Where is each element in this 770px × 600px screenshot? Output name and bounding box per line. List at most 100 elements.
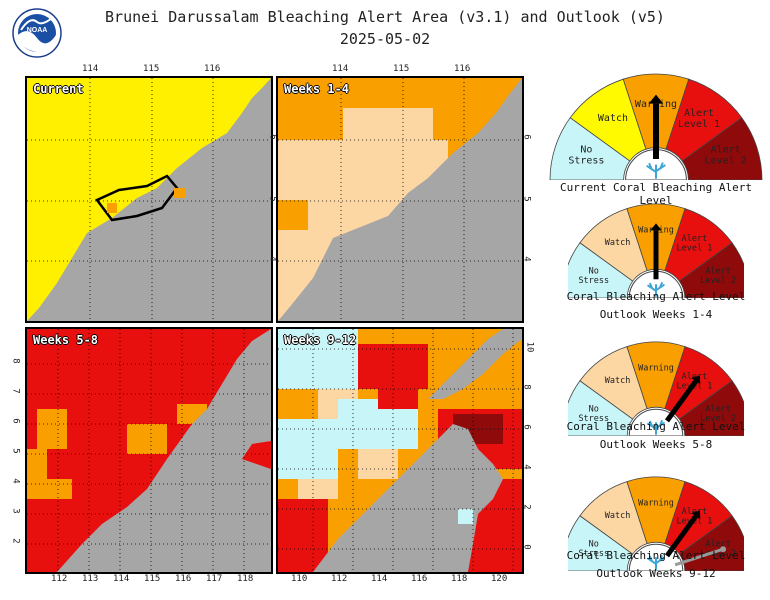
gauge-label-watch: Watch xyxy=(598,113,628,124)
lon-tick: 113 xyxy=(82,574,99,584)
gauge-label-watch: Watch xyxy=(605,238,631,248)
lon-tick: 116 xyxy=(204,64,221,74)
lat-tick: 2 xyxy=(10,538,21,544)
map-panel-weeks-5-8: Weeks 5-8 xyxy=(25,327,273,574)
lat-tick: 6 xyxy=(10,418,21,424)
lat-tick: 0 xyxy=(521,544,532,550)
gauge-label-alert2: Alert Level 2 xyxy=(705,144,747,166)
gauge-sector-alert1 xyxy=(664,208,733,282)
coral-icon xyxy=(647,420,665,435)
grid-lines xyxy=(27,329,271,572)
gauge-sector-watch xyxy=(579,481,648,555)
gauge-caption: Outlook Weeks 5-8 xyxy=(599,438,713,451)
lat-tick: 5 xyxy=(10,448,21,454)
lon-tick: 114 xyxy=(371,574,388,584)
coral-icon xyxy=(647,555,665,570)
warning-patch xyxy=(107,203,117,213)
lat-tick: 8 xyxy=(10,358,21,364)
grid-lines xyxy=(27,78,271,321)
gauge-sector-no-stress xyxy=(568,515,634,571)
lat-tick: 6 xyxy=(521,424,532,430)
land-borneo xyxy=(278,78,522,321)
land-philippines xyxy=(428,329,522,399)
map-panel-current: Current xyxy=(25,76,273,323)
land-borneo xyxy=(27,78,271,321)
gauge-label-no-stress: No Stress xyxy=(568,144,604,166)
lon-tick: 112 xyxy=(51,574,68,584)
gauge-sector-alert2 xyxy=(678,242,744,298)
gauge-sector-no-stress xyxy=(549,117,631,180)
warning-patch xyxy=(174,188,186,198)
lon-tick: 118 xyxy=(451,574,468,584)
lon-tick: 114 xyxy=(332,64,349,74)
lat-tick: 10 xyxy=(524,341,535,353)
map-title: Brunei Darussalam Bleaching Alert Area (… xyxy=(105,8,665,26)
noaa-logo-text: NOAA xyxy=(27,27,48,34)
gauge-caption: Coral Bleaching Alert Level xyxy=(566,290,746,303)
gauge-caption: Coral Bleaching Alert Level xyxy=(566,549,746,562)
gauge-sector-warning xyxy=(626,341,686,410)
map-weeks-5-8-svg xyxy=(27,329,271,572)
lat-tick: 5 xyxy=(521,196,532,202)
lat-tick: 6 xyxy=(521,134,532,140)
noaa-logo-icon: NOAA xyxy=(12,8,62,58)
gauge-sector-alert2 xyxy=(681,117,763,180)
gauge-sector-alert1 xyxy=(665,78,743,162)
lat-tick: 4 xyxy=(521,256,532,262)
gauge-label-warning: Warning xyxy=(638,364,674,374)
gauge-label-alert2: Alert Level 2 xyxy=(700,540,736,560)
gauge-sector-alert2 xyxy=(678,380,744,436)
gauge-pointer-head xyxy=(691,375,701,385)
alert-gauge: NoStressWatchWarningAlertLevel 1AlertLev… xyxy=(568,476,744,571)
map-panel-weeks-1-4: Weeks 1-4 xyxy=(276,76,524,323)
lon-tick: 115 xyxy=(144,574,161,584)
lon-tick: 112 xyxy=(331,574,348,584)
lon-tick: 118 xyxy=(237,574,254,584)
gauge-caption: Coral Bleaching Alert Level xyxy=(566,420,746,433)
map-panel-weeks-9-12: Weeks 9-12 xyxy=(276,327,524,574)
gauge-sector-watch xyxy=(579,346,648,420)
map-date: 2025-05-02 xyxy=(339,30,431,48)
panel-label: Weeks 1-4 xyxy=(284,82,350,96)
coral-icon xyxy=(647,282,665,297)
lon-tick: 114 xyxy=(113,574,130,584)
gauge-label-alert2: Alert Level 2 xyxy=(700,405,736,425)
alert-gauge: NoStressWatchWarningAlertLevel 1AlertLev… xyxy=(568,341,744,436)
gauge-secondary-pointer-tip xyxy=(720,546,727,553)
gauge-label-watch: Watch xyxy=(605,511,631,521)
gauge-sector-watch xyxy=(579,208,648,282)
grid-lines xyxy=(278,329,522,572)
lat-tick: 8 xyxy=(521,384,532,390)
lon-tick: 117 xyxy=(206,574,223,584)
map-current-svg xyxy=(27,78,271,321)
lat-tick: 3 xyxy=(10,508,21,514)
gauge-label-no-stress: No Stress xyxy=(578,267,609,287)
gauge-pointer xyxy=(664,514,698,558)
lon-tick: 115 xyxy=(393,64,410,74)
lon-tick: 110 xyxy=(291,574,308,584)
gauge-pointer-head xyxy=(691,510,701,520)
gauge-label-no-stress: No Stress xyxy=(578,540,609,560)
gauge-sector-watch xyxy=(569,78,647,162)
gauge-pointer-head xyxy=(650,223,662,231)
lat-tick: 4 xyxy=(10,478,21,484)
gauge-caption: Outlook Weeks 1-4 xyxy=(599,308,713,321)
gauge-sector-no-stress xyxy=(568,380,634,436)
gauge-caption: Current Coral Bleaching Alert Level xyxy=(559,181,753,207)
gauge-label-warning: Warning xyxy=(638,499,674,509)
lon-tick: 114 xyxy=(82,64,99,74)
alert-gauge: NoStressWatchWarningAlertLevel 1AlertLev… xyxy=(568,203,744,298)
map-weeks-1-4-svg xyxy=(278,78,522,321)
lon-tick: 115 xyxy=(143,64,160,74)
panel-label: Weeks 5-8 xyxy=(33,333,99,347)
lon-tick: 116 xyxy=(454,64,471,74)
panel-label: Weeks 9-12 xyxy=(284,333,357,347)
gauge-secondary-pointer xyxy=(674,547,724,567)
gauge-label-watch: Watch xyxy=(605,376,631,386)
gauge-caption: Outlook Weeks 9-12 xyxy=(596,567,716,580)
gauge-pointer xyxy=(664,379,698,423)
lat-tick: 7 xyxy=(10,388,21,394)
gauge-pointer-head xyxy=(648,94,664,104)
